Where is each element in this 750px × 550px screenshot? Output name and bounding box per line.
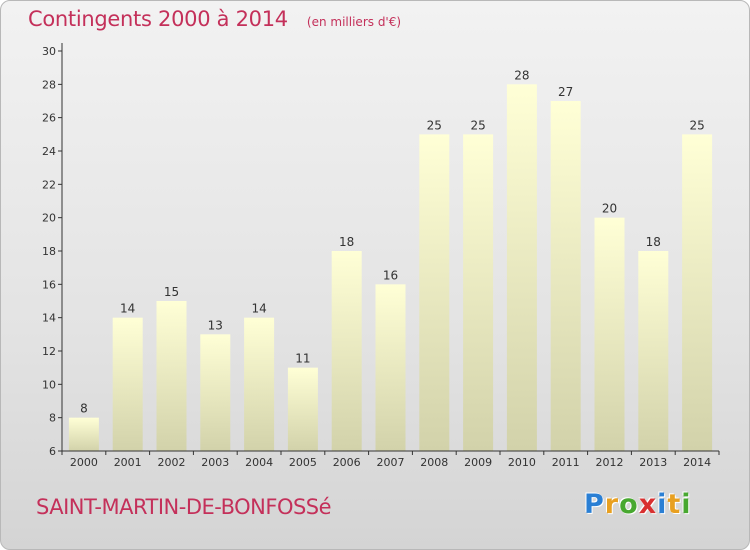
logo-letter: P [584,489,605,520]
logo-letter: r [604,489,620,520]
bar-value-label: 25 [427,118,442,132]
logo-letter: t [667,489,682,520]
bars-layer [68,84,713,452]
labels-layer: 8 2000 14 2001 15 2002 13 2003 14 2004 11 2005 18 200… [42,45,711,469]
axes-layer [58,43,720,455]
bar-2000 [68,417,99,451]
logo-letter: i [681,489,692,520]
x-tick-label: 2013 [639,456,667,469]
x-tick-label: 2008 [420,456,448,469]
bar-value-label: 18 [339,235,354,249]
bar-2008 [419,134,450,452]
bar-2005 [287,367,318,451]
bar-2011 [550,101,581,451]
y-tick-label: 10 [42,378,56,391]
x-tick-label: 2006 [333,456,361,469]
bar-2007 [375,284,406,451]
bar-2013 [638,251,669,451]
bar-value-label: 11 [295,352,310,366]
bar-value-label: 14 [120,302,135,316]
logo-letter: o [619,489,639,520]
x-tick-label: 2010 [508,456,536,469]
bar-value-label: 16 [383,268,398,282]
chart-title-group: Contingents 2000 à 2014 (en milliers d'€… [28,7,401,31]
bar-value-label: 20 [602,202,617,216]
x-tick-label: 2003 [201,456,229,469]
bar-value-label: 13 [208,318,223,332]
x-tick-label: 2002 [158,456,186,469]
y-tick-label: 24 [42,145,56,158]
bar-2006 [331,251,362,451]
y-tick-label: 14 [42,312,56,325]
chart-subtitle: (en milliers d'€) [306,15,402,29]
bar-2002 [156,301,187,451]
x-tick-label: 2011 [552,456,580,469]
bar-value-label: 14 [251,302,266,316]
bar-value-label: 25 [689,118,704,132]
y-tick-label: 20 [42,212,56,225]
y-tick-label: 16 [42,278,56,291]
bar-2009 [463,134,494,452]
y-tick-label: 28 [42,78,56,91]
bar-value-label: 25 [470,118,485,132]
x-tick-label: 2009 [464,456,492,469]
bar-value-label: 8 [80,402,88,416]
y-tick-label: 6 [49,445,56,458]
bar-2004 [244,317,275,451]
y-tick-label: 12 [42,345,56,358]
bar-2012 [594,217,625,451]
bar-2001 [112,317,143,451]
y-tick-label: 22 [42,178,56,191]
y-tick-label: 8 [49,412,56,425]
x-tick-label: 2014 [683,456,711,469]
x-tick-label: 2012 [596,456,624,469]
y-tick-label: 18 [42,245,56,258]
logo-letter: x [638,489,658,520]
proxiti-logo[interactable]: Proxiti [584,489,692,520]
x-tick-label: 2005 [289,456,317,469]
x-tick-label: 2007 [377,456,405,469]
x-tick-label: 2000 [70,456,98,469]
y-tick-label: 30 [42,45,56,58]
bar-2014 [682,134,713,452]
commune-name: SAINT-MARTIN-DE-BONFOSSé [36,495,332,519]
bar-value-label: 18 [646,235,661,249]
x-tick-label: 2001 [114,456,142,469]
y-tick-label: 26 [42,112,56,125]
logo-letter: i [657,489,668,520]
chart-title: Contingents 2000 à 2014 [28,7,288,31]
bar-value-label: 15 [164,285,179,299]
bar-value-label: 27 [558,85,573,99]
x-tick-label: 2004 [245,456,273,469]
bar-2010 [506,84,537,451]
bar-value-label: 28 [514,68,529,82]
bar-2003 [200,334,231,451]
